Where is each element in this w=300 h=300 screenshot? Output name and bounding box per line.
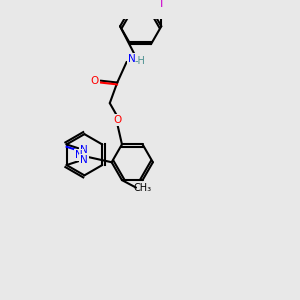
Text: CH₃: CH₃	[134, 183, 152, 193]
Text: O: O	[91, 76, 99, 86]
Text: O: O	[113, 115, 122, 125]
Text: N: N	[80, 154, 88, 165]
Text: -H: -H	[134, 56, 145, 66]
Text: N: N	[75, 150, 83, 160]
Text: N: N	[80, 145, 88, 155]
Text: I: I	[160, 0, 163, 10]
Text: N: N	[128, 54, 136, 64]
